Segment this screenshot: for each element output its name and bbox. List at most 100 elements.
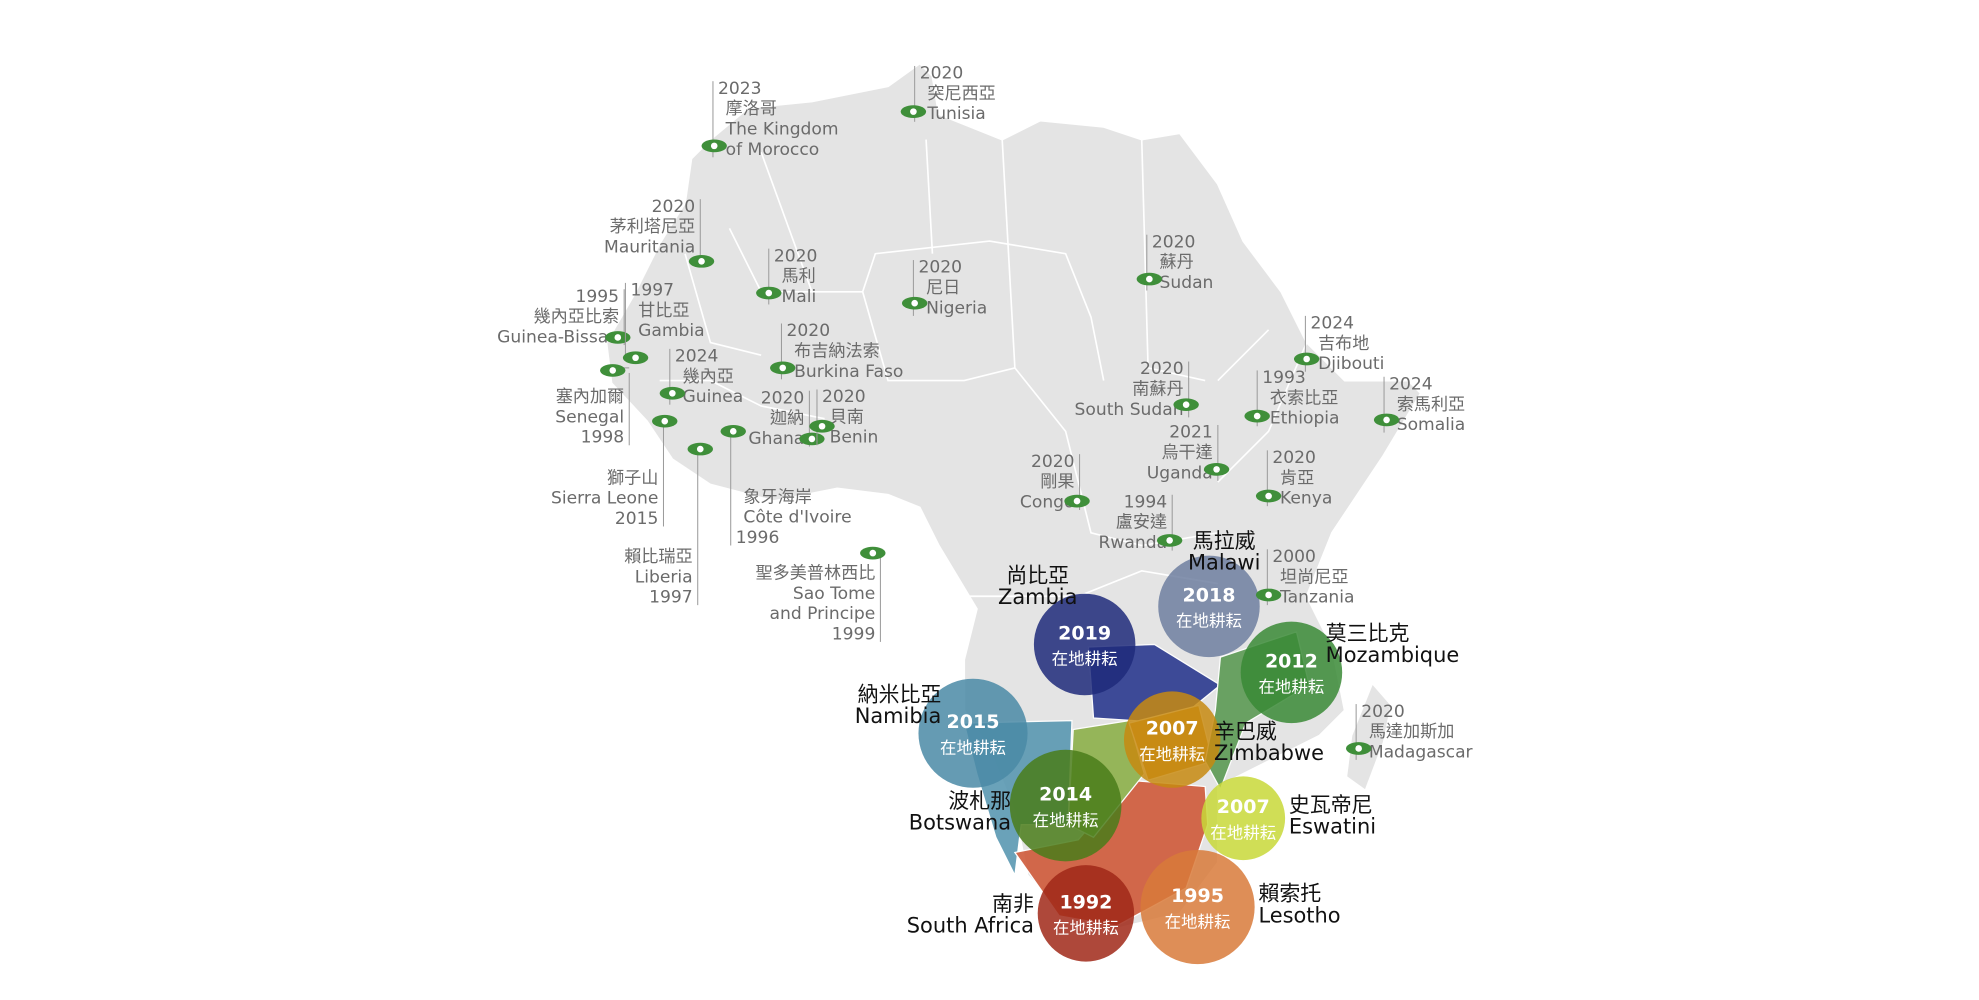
marker-dot xyxy=(669,389,676,397)
country-name: 烏干達 xyxy=(1161,443,1212,463)
country-name: Sao Tome xyxy=(793,584,875,604)
country-name: 衣索比亞 xyxy=(1270,388,1338,408)
country-name: and Principe xyxy=(770,604,876,624)
focus-year: 2007 xyxy=(1217,796,1270,818)
marker-dot xyxy=(1166,537,1173,544)
country-name: 摩洛哥 xyxy=(726,99,777,119)
country-name: Tunisia xyxy=(926,104,985,124)
country-name-en: Zambia xyxy=(998,585,1077,609)
country-name-en: Mozambique xyxy=(1326,643,1460,667)
country-name: Nigeria xyxy=(926,298,987,318)
country-name: 剛果 xyxy=(1040,472,1074,492)
country-name: Liberia xyxy=(635,567,693,587)
country-name: Mauritania xyxy=(604,237,695,257)
country-name: 肯亞 xyxy=(1280,468,1314,488)
country-name: Djibouti xyxy=(1318,354,1384,374)
year-label: 2024 xyxy=(675,347,719,367)
country-name: 盧安達 xyxy=(1116,513,1167,533)
focus-label: 在地耕耘 xyxy=(1053,919,1119,938)
country-name: Guinea-Bissau xyxy=(497,328,619,348)
country-name: Guinea xyxy=(683,387,744,407)
country-name: 甘比亞 xyxy=(638,301,689,321)
country-name: Sierra Leone xyxy=(551,489,658,509)
year-label: 2024 xyxy=(1389,374,1433,394)
marker-dot xyxy=(614,334,622,341)
year-label: 2024 xyxy=(1310,314,1354,334)
country-name: of Morocco xyxy=(726,140,820,160)
country-name: 坦尚尼亞 xyxy=(1280,567,1348,587)
marker-dot xyxy=(696,445,704,453)
madagascar xyxy=(1347,685,1391,790)
country-name: Congo xyxy=(1020,492,1075,512)
marker-dot xyxy=(632,354,639,362)
year-label: 2020 xyxy=(1152,232,1196,252)
focus-circle xyxy=(1158,555,1260,658)
marker-dot xyxy=(1073,497,1081,505)
country-name: Benin xyxy=(830,428,879,448)
country-name: Uganda xyxy=(1147,463,1213,483)
marker-dot xyxy=(729,428,737,435)
country-name: 塞內加爾 xyxy=(556,387,624,407)
country-name-en: Zimbabwe xyxy=(1214,741,1324,765)
focus-year: 2018 xyxy=(1183,584,1236,606)
country-name: 馬達加斯加 xyxy=(1369,722,1455,742)
marker-dot xyxy=(911,299,918,307)
country-name: Gambia xyxy=(638,321,705,341)
country-name: The Kingdom xyxy=(725,119,839,139)
focus-circle xyxy=(1240,621,1343,724)
country-name-en: South Africa xyxy=(907,913,1034,937)
focus-circle xyxy=(1037,865,1135,962)
country-name: 蘇丹 xyxy=(1160,253,1194,273)
country-name: Kenya xyxy=(1280,489,1332,509)
country-name: 聖多美普林西比 xyxy=(756,563,876,583)
country-name: Tanzania xyxy=(1279,588,1355,608)
country-name: Somalia xyxy=(1397,415,1465,435)
focus-label: 在地耕耘 xyxy=(1258,678,1324,697)
year-label: 2020 xyxy=(1361,702,1405,722)
focus-year: 2015 xyxy=(947,711,1000,733)
year-label: 2020 xyxy=(1272,448,1316,468)
country-name-zh: 莫三比克 xyxy=(1326,622,1410,646)
year-label: 1998 xyxy=(581,428,625,448)
country-name: 獅子山 xyxy=(607,468,658,488)
country-name: 象牙海岸 xyxy=(743,487,811,507)
country-name-zh: 南非 xyxy=(992,892,1034,916)
country-name: 南蘇丹 xyxy=(1132,380,1183,400)
country-name: 幾內亞 xyxy=(683,367,734,387)
marker-dot xyxy=(779,364,787,372)
country-name-zh: 辛巴威 xyxy=(1214,719,1277,743)
marker-dot xyxy=(869,549,877,557)
year-label: 2020 xyxy=(920,64,964,84)
country-name-en: Namibia xyxy=(855,704,942,728)
year-label: 1994 xyxy=(1124,492,1168,512)
borders xyxy=(659,139,1308,598)
year-label: 1996 xyxy=(736,528,780,548)
marker-dot xyxy=(1253,412,1261,420)
country-name: 賴比瑞亞 xyxy=(624,547,692,567)
country-name: 貝南 xyxy=(830,407,864,427)
year-label: 1997 xyxy=(630,281,674,301)
focus-label: 在地耕耘 xyxy=(1033,811,1099,830)
marker-dot xyxy=(1265,591,1272,599)
marker-dot xyxy=(765,289,773,297)
country-name: 吉布地 xyxy=(1318,334,1369,354)
country-name-en: Eswatini xyxy=(1289,814,1376,838)
country-name: Senegal xyxy=(555,407,624,427)
country-name-zh: 波札那 xyxy=(948,789,1011,813)
country-name: 尼日 xyxy=(926,278,960,298)
marker-dot xyxy=(818,422,826,430)
year-label: 2020 xyxy=(1031,452,1075,472)
focus-year: 1992 xyxy=(1059,891,1112,913)
marker-dot xyxy=(661,417,669,425)
country-name: Ghana xyxy=(748,429,804,449)
year-label: 2020 xyxy=(652,197,696,217)
focus-circle xyxy=(1201,776,1286,861)
marker-dot xyxy=(698,258,705,265)
marker-dot xyxy=(910,108,917,115)
marker-dot xyxy=(808,435,816,443)
year-label: 1997 xyxy=(649,588,693,608)
